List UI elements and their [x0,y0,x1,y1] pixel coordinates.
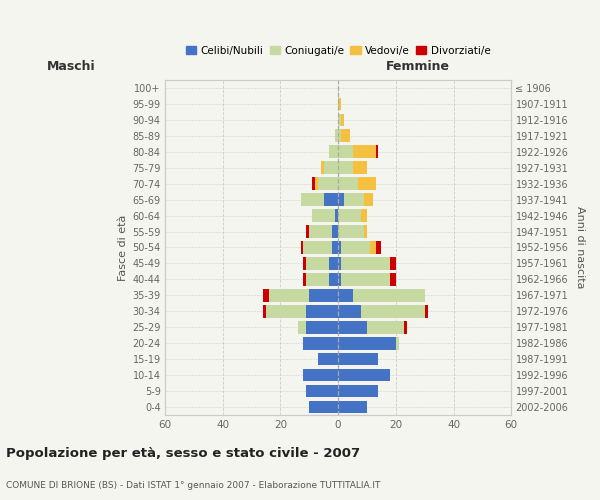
Bar [353,289,425,302]
Bar [335,210,338,222]
Bar [338,162,353,174]
Bar [307,385,338,398]
Bar [338,178,358,190]
Bar [338,257,341,270]
Bar [390,273,396,285]
Bar [309,226,332,238]
Bar [376,146,379,158]
Bar [321,162,323,174]
Bar [304,369,338,382]
Text: COMUNE DI BRIONE (BS) - Dati ISTAT 1° gennaio 2007 - Elaborazione TUTTITALIA.IT: COMUNE DI BRIONE (BS) - Dati ISTAT 1° ge… [6,480,380,490]
Bar [307,257,329,270]
Bar [338,210,361,222]
Bar [335,130,338,142]
Bar [338,305,361,318]
Bar [312,178,315,190]
Bar [353,146,376,158]
Bar [364,194,373,206]
Bar [338,401,367,413]
Bar [338,289,353,302]
Bar [329,273,338,285]
Bar [361,305,425,318]
Bar [338,242,341,254]
Bar [361,210,367,222]
Bar [338,98,341,110]
Bar [318,353,338,366]
Bar [301,242,304,254]
Bar [307,321,338,334]
Bar [344,194,364,206]
Bar [353,162,367,174]
Bar [304,257,307,270]
Bar [404,321,407,334]
Bar [338,226,364,238]
Bar [301,194,323,206]
Text: Femmine: Femmine [386,60,450,73]
Bar [341,130,350,142]
Bar [341,273,390,285]
Text: Popolazione per età, sesso e stato civile - 2007: Popolazione per età, sesso e stato civil… [6,448,360,460]
Bar [338,130,341,142]
Bar [269,289,309,302]
Y-axis label: Fasce di età: Fasce di età [118,214,128,280]
Bar [364,226,367,238]
Bar [370,242,376,254]
Bar [338,353,379,366]
Y-axis label: Anni di nascita: Anni di nascita [575,206,585,288]
Bar [329,257,338,270]
Bar [425,305,428,318]
Bar [323,194,338,206]
Bar [338,114,341,126]
Bar [323,162,338,174]
Bar [318,178,338,190]
Bar [307,226,309,238]
Bar [396,337,399,349]
Bar [332,226,338,238]
Bar [338,369,390,382]
Bar [341,257,390,270]
Bar [266,305,307,318]
Bar [307,305,338,318]
Bar [338,337,396,349]
Bar [307,273,329,285]
Bar [390,257,396,270]
Bar [304,337,338,349]
Bar [338,146,353,158]
Bar [338,273,341,285]
Bar [341,242,370,254]
Bar [376,242,382,254]
Bar [304,242,332,254]
Legend: Celibi/Nubili, Coniugati/e, Vedovi/e, Divorziati/e: Celibi/Nubili, Coniugati/e, Vedovi/e, Di… [182,42,494,60]
Bar [298,321,307,334]
Bar [367,321,404,334]
Bar [263,289,269,302]
Bar [309,401,338,413]
Bar [332,242,338,254]
Bar [312,210,335,222]
Text: Maschi: Maschi [47,60,95,73]
Bar [304,273,307,285]
Bar [263,305,266,318]
Bar [329,146,338,158]
Bar [309,289,338,302]
Bar [341,114,344,126]
Bar [315,178,318,190]
Bar [338,385,379,398]
Bar [358,178,376,190]
Bar [338,321,367,334]
Bar [338,194,344,206]
